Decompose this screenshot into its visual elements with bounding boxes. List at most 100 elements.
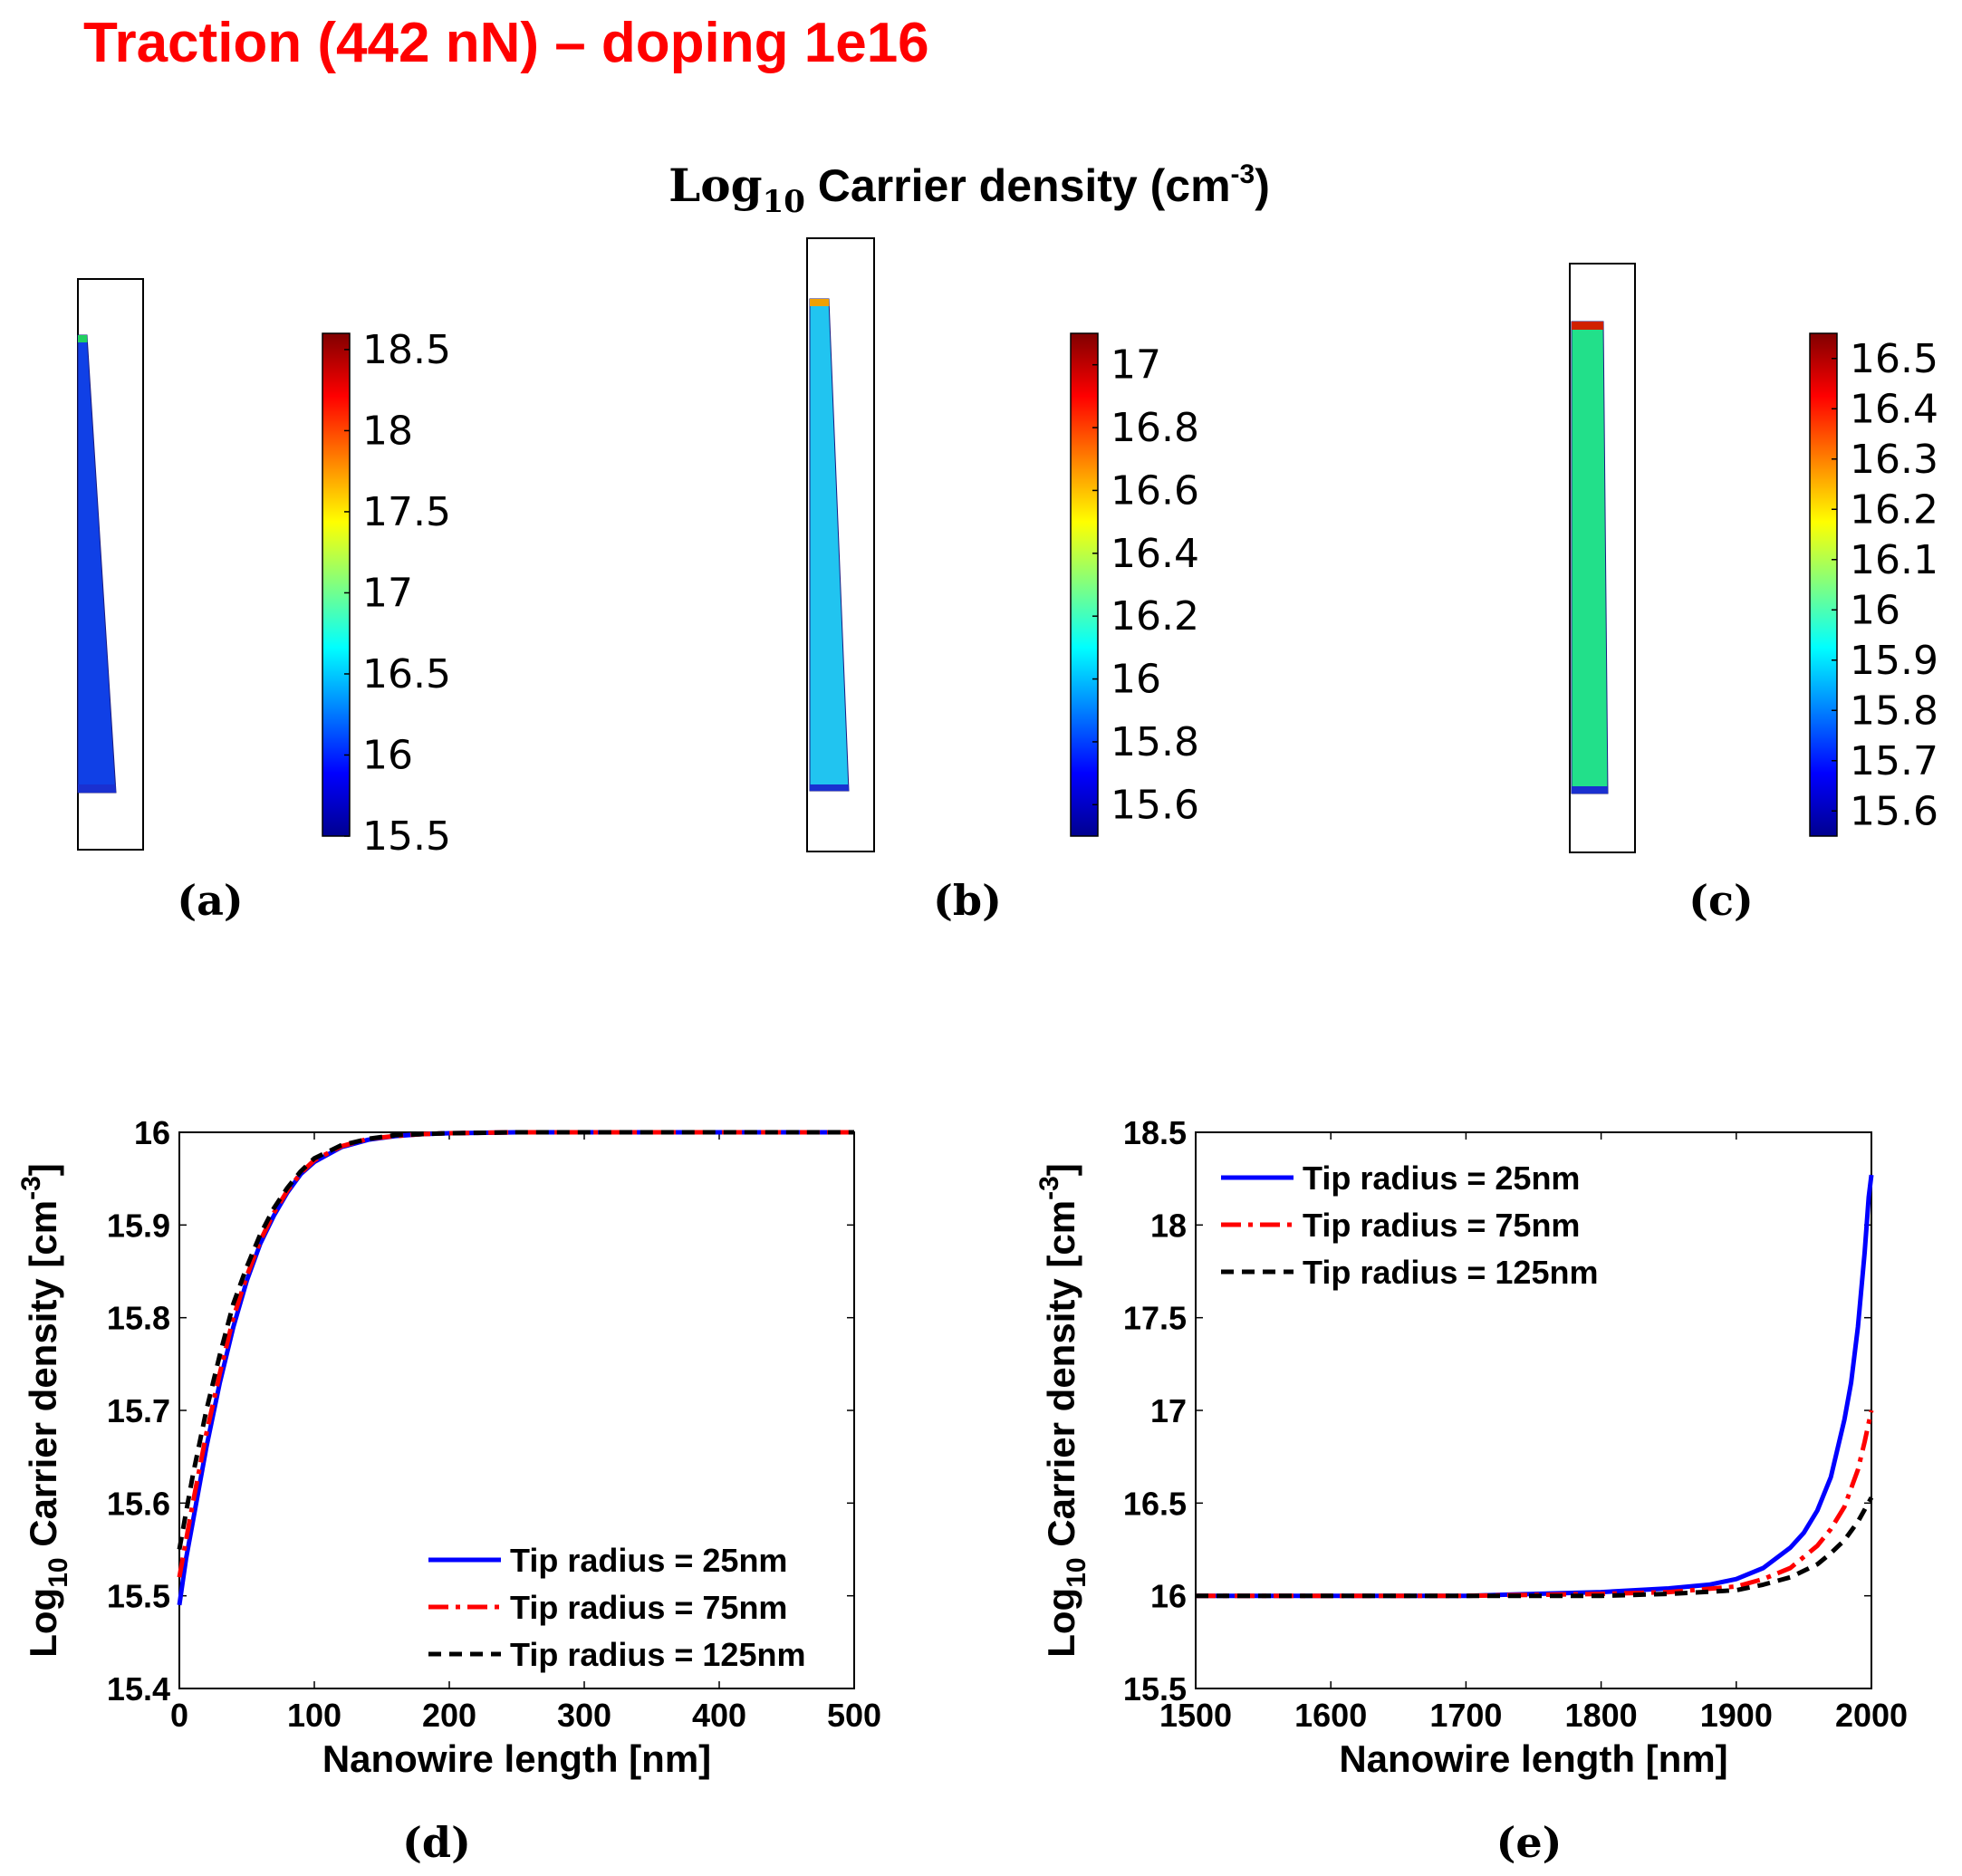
- colorbar-tick-label: 16.4: [1111, 531, 1199, 577]
- colorbar-tick-label: 15.6: [1111, 782, 1199, 828]
- colorbar-tick-label: 15.8: [1111, 719, 1199, 765]
- panel-label: (e): [1496, 1818, 1563, 1867]
- x-tick-label: 200: [422, 1697, 476, 1734]
- series-line: [1196, 1409, 1874, 1599]
- page-heading: Traction (442 nN) – doping 1e16: [83, 12, 929, 74]
- nanowire-density-fill: [77, 334, 117, 794]
- colorbar-tick-label: 17: [1111, 342, 1161, 389]
- colorbar-tick-label: 15.6: [1850, 788, 1938, 834]
- carrier-density-line-plots: 0 100 200 300 400 500 15.4 15.5 15.6 15.7 15.8 15.9…: [16, 1114, 1908, 1867]
- colorbar: [1809, 332, 1838, 837]
- panel-label: (c): [1688, 876, 1754, 925]
- colorbar-tick-label: 17.5: [362, 489, 451, 535]
- x-tick-label: 1500: [1159, 1697, 1232, 1734]
- colorbar-tick-label: 16: [1111, 657, 1161, 703]
- x-tick-label: 500: [827, 1697, 881, 1734]
- maps-title-superscript: -3: [1231, 159, 1255, 189]
- series-line: [1196, 1496, 1874, 1599]
- nanowire-tip-high-density: [810, 299, 830, 306]
- y-tick-label: 15.9: [107, 1207, 170, 1244]
- y-tick-label: 15.7: [107, 1392, 170, 1429]
- colorbar-tick-label: 18.5: [362, 327, 451, 373]
- line-chart-d: 0 100 200 300 400 500 15.4 15.5 15.6 15.7 15.8 15.9…: [16, 1114, 881, 1867]
- y-tick-label: 15.4: [107, 1670, 170, 1708]
- y-axis-label: Log10 Carrier density [cm-3]: [1034, 1163, 1092, 1658]
- panel-label: (b): [933, 876, 1002, 925]
- colorbar-tick-label: 16.2: [1850, 486, 1938, 533]
- panel-label: (d): [402, 1818, 471, 1867]
- nanowire-density-fill: [809, 298, 850, 792]
- x-tick-label: 1700: [1429, 1697, 1502, 1734]
- x-tick-label: 1800: [1565, 1697, 1638, 1734]
- legend-entry: Tip radius = 25nm: [1303, 1159, 1580, 1197]
- nanowire-tip-high-density: [78, 335, 88, 342]
- x-tick-label: 0: [170, 1697, 188, 1734]
- colorbar-tick-label: 16.5: [1850, 336, 1938, 382]
- x-tick-label: 1600: [1294, 1697, 1367, 1734]
- colorbar-tick-label: 16.8: [1111, 405, 1199, 451]
- legend-entry: Tip radius = 75nm: [510, 1589, 787, 1626]
- y-tick-label: 16.5: [1123, 1485, 1187, 1522]
- series-line: [177, 1130, 854, 1550]
- nanowire-density-fill: [1571, 321, 1609, 794]
- nanowire-outline: [1569, 263, 1636, 853]
- x-axis-label: Nanowire length [nm]: [322, 1737, 711, 1780]
- x-tick-label: 2000: [1835, 1697, 1908, 1734]
- x-tick-label: 300: [557, 1697, 611, 1734]
- legend-entry: Tip radius = 125nm: [1303, 1254, 1598, 1291]
- y-tick-label: 15.8: [107, 1300, 170, 1337]
- legend-entry: Tip radius = 75nm: [1303, 1207, 1580, 1244]
- legend-entry: Tip radius = 125nm: [510, 1636, 805, 1673]
- colorbar-tick-label: 16.3: [1850, 437, 1938, 483]
- y-tick-label: 16: [1150, 1578, 1187, 1615]
- maps-title-prefix: Log: [668, 159, 762, 212]
- colorbar-tick-label: 15.9: [1850, 638, 1938, 684]
- y-tick-label: 18: [1150, 1207, 1187, 1244]
- map-panel-b: 15.6 15.8 16 16.2 16.4 16.6 16.8 17 (b): [806, 237, 1199, 925]
- nanowire-base-edge: [810, 784, 849, 791]
- series-line: [177, 1130, 854, 1606]
- colorbar-tick-label: 16: [1850, 587, 1900, 633]
- maps-title: Log10 Carrier density (cm-3): [668, 159, 1270, 220]
- y-tick-label: 16: [134, 1114, 170, 1151]
- y-tick-label: 15.5: [107, 1578, 170, 1615]
- nanowire-tip-high-density: [1572, 322, 1604, 330]
- colorbar-tick-label: 15.7: [1850, 738, 1938, 784]
- colorbar-tick-label: 16.1: [1850, 537, 1938, 583]
- y-axis-label: Log10 Carrier density [cm-3]: [16, 1163, 73, 1658]
- colorbar-tick-label: 15.8: [1850, 688, 1938, 734]
- panel-label: (a): [177, 876, 243, 925]
- maps-title-suffix: ): [1255, 160, 1270, 211]
- colorbar-tick-label: 17: [362, 570, 413, 616]
- map-panel-a: 15.5 16 16.5 17 17.5 18 18.5 (a): [77, 278, 451, 925]
- y-tick-label: 17.5: [1123, 1300, 1187, 1337]
- maps-title-rest: Carrier density (cm: [805, 160, 1231, 211]
- x-tick-label: 1900: [1700, 1697, 1773, 1734]
- nanowire-base-edge: [78, 784, 116, 793]
- y-tick-label: 15.5: [1123, 1670, 1187, 1708]
- y-tick-label: 18.5: [1123, 1114, 1187, 1151]
- line-chart-e: 1500 1600 1700 1800 1900 2000 15.5 16 16.5 17 17.5…: [1034, 1114, 1908, 1867]
- colorbar-tick-label: 16: [362, 732, 413, 778]
- y-tick-label: 15.6: [107, 1485, 170, 1522]
- maps-title-subscript: 10: [763, 184, 805, 220]
- x-tick-label: 100: [287, 1697, 341, 1734]
- colorbar-tick-label: 15.5: [362, 813, 451, 860]
- carrier-density-maps: 15.51616.51717.51818.5(a)15.615.81616.21…: [77, 237, 1938, 925]
- nanowire-outline: [806, 237, 875, 852]
- colorbar-tick-label: 16.4: [1850, 386, 1938, 432]
- colorbar-tick-label: 18: [362, 408, 413, 454]
- colorbar: [322, 332, 351, 837]
- colorbar-tick-label: 16.6: [1111, 467, 1199, 514]
- series-line: [177, 1130, 854, 1578]
- legend-entry: Tip radius = 25nm: [510, 1542, 787, 1579]
- colorbar: [1070, 332, 1099, 837]
- x-axis-label: Nanowire length [nm]: [1339, 1737, 1727, 1780]
- x-tick-label: 400: [692, 1697, 746, 1734]
- colorbar-tick-label: 16.2: [1111, 593, 1199, 640]
- colorbar-tick-label: 16.5: [362, 651, 451, 697]
- y-tick-label: 17: [1150, 1392, 1187, 1429]
- nanowire-base-edge: [1572, 786, 1608, 794]
